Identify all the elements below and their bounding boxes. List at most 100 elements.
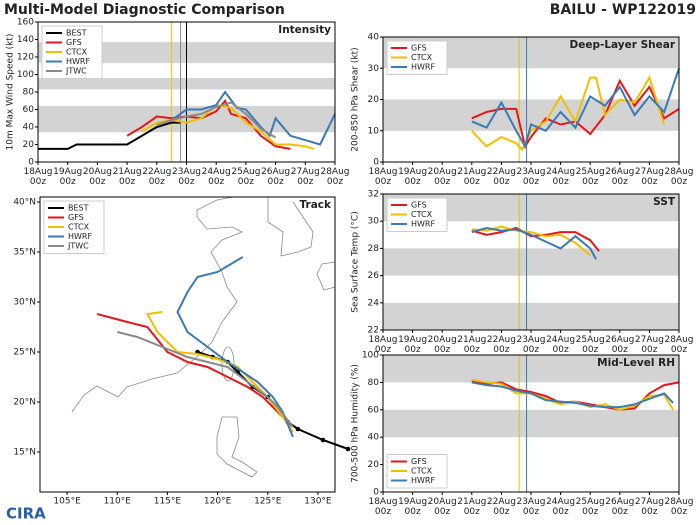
x-tick-label: 23Aug 00z [516,167,545,187]
y-tick-label: 30°N [13,298,36,308]
y-tick-label: 32 [368,190,379,200]
x-tick-label: 110°E [104,497,132,507]
legend-label: BEST [66,29,87,38]
legend-label: CTCX [411,53,433,62]
logo: CIRA [6,505,46,523]
y-axis-label: Sea Surface Temp (°C) [351,211,361,312]
x-tick-label: 20Aug 00z [428,497,457,517]
x-tick-label: 28Aug 00z [664,497,693,517]
legend-label: GFS [68,213,84,222]
x-tick-label: 26Aug 00z [605,335,634,355]
legend-label: CTCX [411,467,433,476]
y-axis-label: 200-850 hPa Shear (kt) [351,47,361,151]
legend-label: HWRF [411,476,435,485]
y-tick-label: 100 [17,70,34,80]
y-tick-label: 40 [23,123,35,133]
track-line [176,256,294,438]
x-tick-label: 27Aug 00z [635,497,664,517]
x-tick-label: 22Aug 00z [142,167,171,187]
panel-title: Deep-Layer Shear [569,39,675,51]
series-line [156,101,277,139]
y-tick-label: 24 [368,298,380,308]
plot-frame [382,36,680,163]
band [383,248,679,276]
legend-label: GFS [66,38,82,47]
y-tick-label: 120 [17,53,34,63]
y-tick-label: 35°N [13,248,36,258]
x-tick-label: 120°E [204,497,232,507]
x-tick-label: 24Aug 00z [546,497,575,517]
legend-label: GFS [411,457,427,466]
land-outline [71,196,336,478]
panel-title: SST [653,196,676,208]
legend-label: GFS [411,201,427,210]
y-tick-label: 160 [17,18,34,28]
y-tick-label: 22 [368,326,379,336]
legend-label: HWRF [411,220,435,229]
track-point [295,426,301,432]
legend-label: HWRF [66,57,90,66]
x-tick-label: 19Aug 00z [398,335,427,355]
y-axis-label: 700-500 hPa Humidity (%) [351,364,361,483]
series-line [126,98,291,150]
y-axis-label: 10m Max Wind Speed (kt) [6,34,16,151]
y-tick-label: 140 [17,35,34,45]
x-tick-label: 125°E [254,497,282,507]
band [383,409,679,438]
x-tick-label: 24Aug 00z [202,167,231,187]
y-tick-label: 15°N [13,448,36,458]
series-line [471,226,597,260]
x-tick-label: 18Aug 00z [368,167,397,187]
x-tick-label: 26Aug 00z [605,167,634,187]
track-line [145,311,294,433]
series-line [471,67,680,150]
legend-label: JTWC [67,242,89,251]
page-title: Multi-Model Diagnostic Comparison [4,2,285,18]
x-tick-label: 130°E [304,497,332,507]
x-tick-label: 19Aug 00z [53,167,82,187]
x-tick-label: 20Aug 00z [428,335,457,355]
x-tick-label: 28Aug 00z [320,167,349,187]
legend-label: CTCX [411,210,433,219]
plot-frame [39,196,336,493]
y-tick-label: 80 [23,88,35,98]
series-line [471,226,600,252]
y-tick-label: 30 [368,217,380,227]
series-line [156,90,336,146]
y-tick-label: 80 [368,378,380,388]
legend-label: GFS [411,44,427,53]
x-tick-label: 18Aug 00z [368,497,397,517]
legend-label: CTCX [66,48,88,57]
x-tick-label: 20Aug 00z [83,167,112,187]
x-tick-label: 21Aug 00z [457,497,486,517]
x-tick-label: 22Aug 00z [487,167,516,187]
x-tick-label: 23Aug 00z [516,335,545,355]
y-tick-label: 60 [23,105,35,115]
legend-label: CTCX [68,223,90,232]
x-tick-label: 19Aug 00z [398,497,427,517]
x-tick-label: 26Aug 00z [605,497,634,517]
x-tick-label: 22Aug 00z [487,497,516,517]
track-line [96,313,294,428]
x-tick-label: 27Aug 00z [635,167,664,187]
x-tick-label: 20Aug 00z [428,167,457,187]
y-tick-label: 26 [368,271,380,281]
y-tick-label: 25°N [13,348,36,358]
panel-title: Intensity [278,24,331,36]
y-tick-label: 20 [368,460,380,470]
y-tick-label: 20 [368,95,380,105]
x-tick-label: 21Aug 00z [457,335,486,355]
plot-frame [37,21,336,163]
legend-label: BEST [68,204,89,213]
y-tick-label: 10 [368,126,380,136]
series-line [471,78,680,149]
band [383,355,679,383]
track-line [117,331,294,428]
x-tick-label: 18Aug 00z [368,335,397,355]
x-tick-label: 25Aug 00z [576,335,605,355]
panel-title: Track [300,199,332,211]
x-tick-label: 24Aug 00z [546,167,575,187]
y-tick-label: 40 [368,433,380,443]
